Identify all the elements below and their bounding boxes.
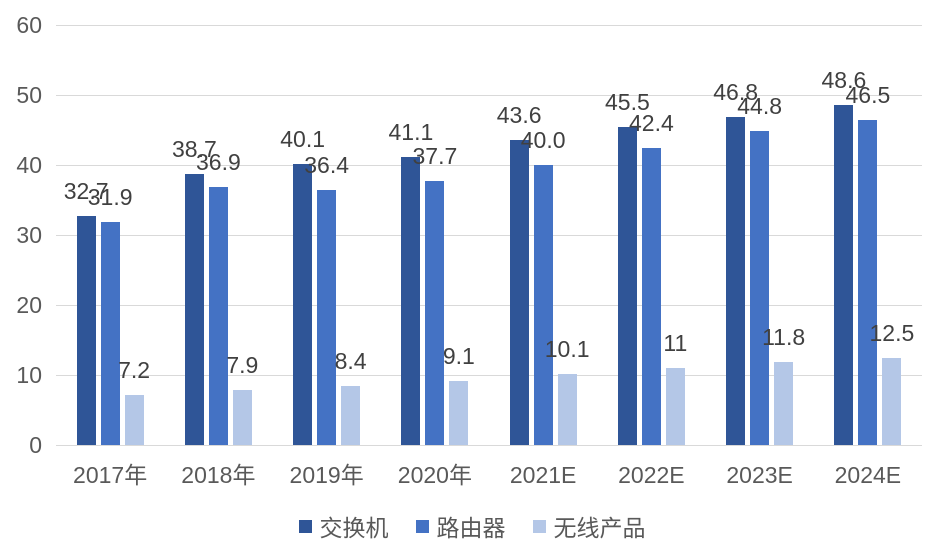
legend-label: 交换机 xyxy=(319,515,389,541)
bar-value-label: 48.6 xyxy=(821,66,867,93)
y-axis-label: 10 xyxy=(16,362,42,388)
bar xyxy=(341,386,361,445)
bar-value-label: 44.8 xyxy=(737,93,782,120)
bar xyxy=(449,381,469,445)
bar-value-label: 36.9 xyxy=(195,148,241,175)
bar xyxy=(100,221,120,445)
bar-value-label: 7.9 xyxy=(226,351,259,378)
y-axis-label: 0 xyxy=(29,432,42,458)
bar-value-label: 40.1 xyxy=(280,126,325,153)
legend: 交换机 路由器 无线产品 xyxy=(0,511,944,541)
gridline xyxy=(56,165,922,166)
bar-value-label: 45.5 xyxy=(604,88,650,115)
bar-value-label: 42.4 xyxy=(628,110,674,137)
bar-value-label: 12.5 xyxy=(869,319,915,346)
bar-value-label: 9.1 xyxy=(442,343,475,370)
x-axis-label: 2022E xyxy=(618,462,685,488)
bar xyxy=(509,139,529,445)
bar xyxy=(208,186,228,445)
bar-value-label: 11 xyxy=(663,330,688,356)
bar-value-label: 32.7 xyxy=(63,178,109,205)
bar xyxy=(617,126,637,445)
bar-value-label: 38.7 xyxy=(171,136,217,163)
y-axis-label: 50 xyxy=(16,82,42,108)
bar-value-label: 41.1 xyxy=(388,119,434,146)
bar xyxy=(184,174,204,445)
legend-label: 路由器 xyxy=(436,515,506,541)
bar-value-label: 11.8 xyxy=(762,324,806,351)
bar-value-label: 7.2 xyxy=(118,356,151,383)
x-axis-label: 2023E xyxy=(726,462,793,488)
y-axis-label: 60 xyxy=(16,12,42,38)
bar xyxy=(750,131,770,445)
bar-value-label: 8.4 xyxy=(334,348,367,375)
y-axis-label: 20 xyxy=(16,292,42,318)
bar xyxy=(401,157,421,445)
bar xyxy=(834,104,854,445)
x-axis-label: 2020年 xyxy=(397,462,472,488)
y-axis-label: 30 xyxy=(16,222,42,248)
bar-value-label: 43.6 xyxy=(496,101,542,128)
gridline xyxy=(56,235,922,236)
y-axis-label: 40 xyxy=(16,152,42,178)
bar-value-label: 46.8 xyxy=(713,79,758,106)
bar xyxy=(726,117,746,445)
x-axis-label: 2024E xyxy=(834,462,902,488)
legend-item: 无线产品 xyxy=(532,509,646,543)
bar xyxy=(76,216,96,445)
legend-swatch xyxy=(532,519,546,533)
bar xyxy=(124,394,144,445)
bar xyxy=(557,374,577,445)
x-axis-label: 2018年 xyxy=(181,462,256,488)
bar-value-label: 10.1 xyxy=(544,336,590,363)
gridline xyxy=(56,305,922,306)
x-axis-label: 2021E xyxy=(509,462,577,488)
bar-value-label: 40.0 xyxy=(520,127,566,153)
x-axis-label: 2019年 xyxy=(289,462,364,488)
gridline xyxy=(56,445,922,446)
bar xyxy=(882,357,902,445)
bar-value-label: 37.7 xyxy=(412,143,458,170)
bar xyxy=(317,190,337,445)
bar xyxy=(232,389,252,445)
legend-item: 交换机 xyxy=(298,509,389,543)
gridline xyxy=(56,25,922,26)
legend-swatch xyxy=(415,519,429,533)
bar xyxy=(533,165,553,445)
bar xyxy=(774,362,794,445)
bar-value-label: 46.5 xyxy=(845,81,891,108)
bar-value-label: 36.4 xyxy=(304,152,349,179)
legend-item: 路由器 xyxy=(415,509,506,543)
gridline xyxy=(56,375,922,376)
gridline xyxy=(56,95,922,96)
bar-value-label: 31.9 xyxy=(87,183,133,210)
legend-swatch xyxy=(298,519,312,533)
x-axis-label: 2017年 xyxy=(73,462,148,488)
bar xyxy=(293,164,313,445)
bar xyxy=(665,368,685,445)
legend-label: 无线产品 xyxy=(553,515,646,541)
bar xyxy=(858,119,878,445)
bar xyxy=(641,148,661,445)
bar xyxy=(425,181,445,445)
